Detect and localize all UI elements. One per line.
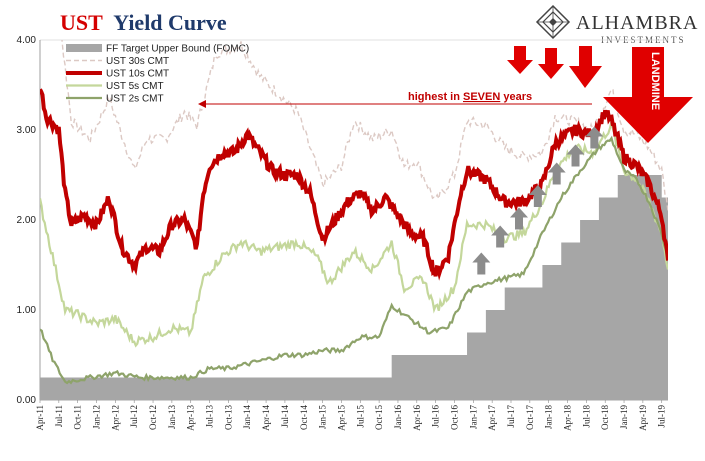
y-tick-label: 3.00	[17, 125, 37, 136]
x-tick-label: Apr-18	[563, 405, 573, 431]
y-axis-ticks: 0.00 1.00 2.00 3.00 4.00	[17, 35, 37, 406]
x-tick-label: Jan-19	[619, 405, 629, 429]
series-ust30-line	[61, 40, 668, 212]
gray-up-arrow	[472, 252, 491, 275]
brand-logo: ALHAMBRA INVESTMENTS	[535, 4, 698, 45]
y-tick-label: 1.00	[17, 305, 37, 316]
x-tick-label: Apr-14	[261, 405, 271, 431]
legend-label: UST 5s CMT	[106, 81, 164, 92]
x-tick-label: Apr-17	[487, 405, 497, 431]
landmine-label: LANDMINE	[649, 52, 661, 110]
chart-title: UST Yield Curve	[60, 10, 227, 35]
x-tick-label: Apr-16	[412, 405, 422, 431]
gray-up-arrow	[491, 225, 510, 248]
x-tick-label: Oct-14	[299, 405, 309, 430]
series-ust5-line	[40, 121, 668, 348]
x-tick-label: Oct-12	[148, 405, 158, 430]
highest-annotation-text: highest in SEVEN years	[408, 91, 532, 103]
x-tick-label: Jul-15	[355, 405, 365, 428]
x-tick-label: Jan-18	[544, 405, 554, 429]
landmine-arrow-shape	[603, 47, 693, 143]
x-tick-label: Jan-16	[393, 405, 403, 429]
gray-up-arrow	[510, 207, 528, 230]
series-ust10-line	[40, 88, 668, 281]
x-tick-label: Jul-18	[581, 405, 591, 428]
legend: FF Target Upper Bound (FOMC)UST 30s CMT U…	[66, 44, 249, 105]
legend-label: UST 10s CMT	[106, 69, 169, 80]
y-tick-label: 4.00	[17, 35, 37, 46]
x-tick-label: Jul-16	[431, 405, 441, 428]
red-arrow-2	[538, 48, 564, 79]
legend-label: FF Target Upper Bound (FOMC)	[106, 44, 249, 55]
x-tick-label: Jul-12	[129, 405, 139, 428]
x-tick-label: Jul-19	[657, 405, 667, 428]
gray-up-arrow	[585, 126, 604, 149]
x-tick-label: Jul-11	[54, 405, 64, 427]
gray-step-arrows	[472, 126, 604, 275]
x-tick-label: Jan-14	[242, 405, 252, 429]
red-arrow-1	[507, 46, 533, 74]
x-tick-label: Oct-15	[374, 405, 384, 430]
y-tick-label: 0.00	[17, 395, 37, 406]
x-tick-label: Apr-19	[638, 405, 648, 431]
x-tick-label: Apr-13	[186, 405, 196, 431]
series-ff-target-area	[40, 175, 668, 400]
x-axis-ticks: Apr-11 Jul-11 Oct-11 Jan-12 Apr-12 Jul-12 Oct-…	[35, 400, 667, 431]
brand-emblem-icon	[535, 4, 571, 40]
y-tick-label: 2.00	[17, 215, 37, 226]
x-tick-label: Jul-13	[205, 405, 215, 428]
x-tick-label: Oct-13	[223, 405, 233, 430]
series-ust2-line	[40, 135, 668, 385]
highest-annotation: highest in SEVEN years	[198, 91, 592, 108]
x-tick-label: Jan-13	[167, 405, 177, 429]
x-tick-label: Jan-17	[468, 405, 478, 429]
x-tick-label: Oct-11	[73, 405, 83, 430]
x-tick-label: Apr-12	[110, 405, 120, 431]
brand-name: ALHAMBRA	[576, 12, 698, 34]
x-tick-label: Jul-17	[506, 405, 516, 428]
highest-annotation-arrowhead	[198, 100, 206, 108]
legend-label: UST 30s CMT	[106, 56, 169, 67]
chart-title-rest: Yield Curve	[113, 10, 227, 35]
legend-label: UST 2s CMT	[106, 94, 164, 105]
red-down-arrows	[507, 46, 602, 88]
gray-up-arrow	[528, 185, 547, 207]
x-tick-label: Oct-18	[600, 405, 610, 430]
x-tick-label: Jan-15	[318, 405, 328, 429]
chart-title-ust: UST	[60, 10, 103, 35]
red-arrow-3	[569, 46, 602, 88]
x-tick-label: Oct-17	[525, 405, 535, 430]
x-tick-label: Oct-16	[449, 405, 459, 430]
x-tick-label: Jul-14	[280, 405, 290, 428]
x-tick-label: Apr-15	[336, 405, 346, 431]
x-tick-label: Apr-11	[35, 405, 45, 430]
x-tick-label: Jan-12	[92, 405, 102, 429]
legend-swatch	[66, 44, 102, 52]
gray-up-arrow	[566, 144, 585, 167]
gray-up-arrow	[547, 162, 566, 185]
landmine-arrow: LANDMINE	[603, 47, 693, 143]
